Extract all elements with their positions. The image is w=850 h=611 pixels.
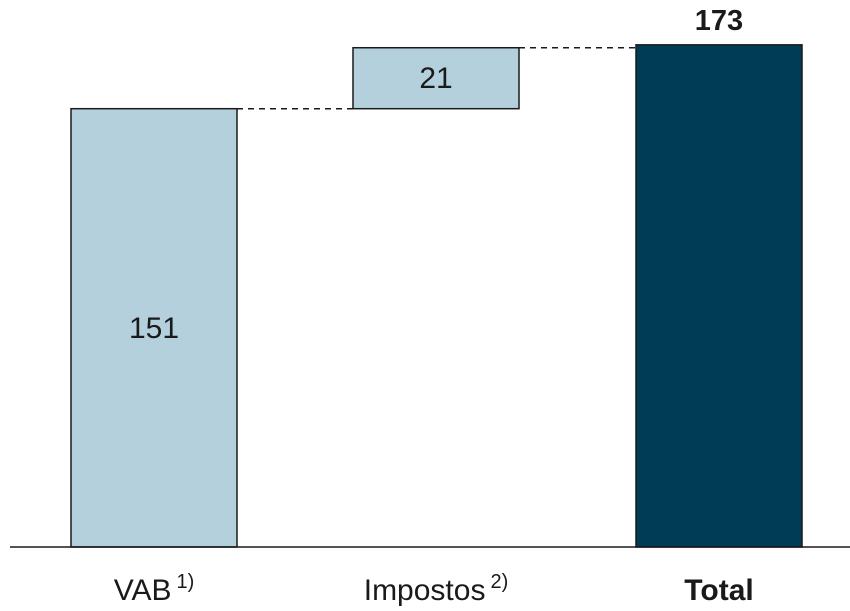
bar-impostos: [352, 46, 520, 110]
category-label-vab: VAB 1): [114, 571, 195, 607]
value-label-vab: 151: [129, 312, 179, 345]
bar-total: [635, 44, 803, 548]
value-labels-group: 151 21 173: [129, 5, 743, 345]
value-label-total: 173: [695, 5, 743, 37]
connector-lines: [237, 46, 636, 110]
category-label-impostos: Impostos 2): [364, 571, 509, 607]
footnote-marker: 2): [490, 571, 508, 593]
footnote-marker: 1): [177, 571, 195, 593]
value-label-impostos: 21: [419, 62, 452, 95]
bars-group: [70, 44, 803, 548]
category-labels-group: VAB 1) Impostos 2) Total: [114, 571, 754, 607]
category-label-total: Total: [684, 574, 753, 607]
bar-vab: [70, 107, 238, 548]
